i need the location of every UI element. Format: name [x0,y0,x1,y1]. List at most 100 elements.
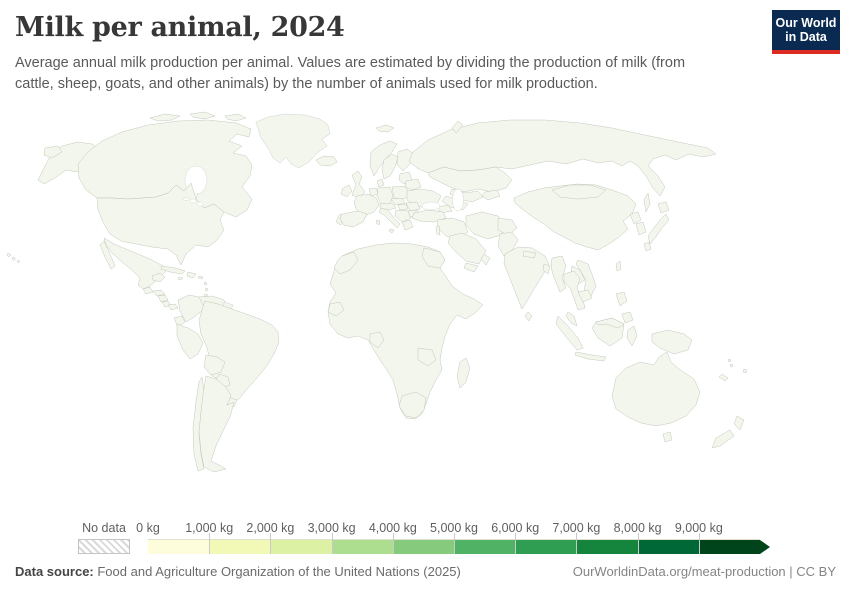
country-oman[interactable] [480,253,491,266]
country-hispaniola[interactable] [186,271,197,279]
country-ireland[interactable] [340,184,353,198]
country-india[interactable] [503,246,550,310]
country-belarus[interactable] [404,178,422,191]
country-sardinia[interactable] [375,219,381,226]
country-sri-lanka[interactable] [524,311,533,322]
legend-no-data[interactable]: No data [78,514,130,554]
country-hawaii[interactable] [6,252,21,264]
country-thailand[interactable] [563,270,586,311]
legend-bin[interactable] [209,539,271,554]
country-russia-chukotka[interactable] [43,145,63,159]
country-south-korea[interactable] [635,221,647,236]
legend-bin[interactable] [454,539,516,554]
country-mongolia[interactable] [551,184,607,200]
country-malaysia[interactable] [565,311,578,327]
country-china[interactable] [513,183,637,251]
country-sumatra[interactable] [555,315,584,351]
country-benelux[interactable] [368,187,379,197]
legend-bin[interactable] [270,539,332,554]
legend-bin[interactable] [148,539,210,554]
country-iceland[interactable] [315,155,338,167]
country-greece[interactable] [401,219,414,231]
country-sakhalin[interactable] [643,192,651,213]
legend-bin[interactable] [637,539,699,554]
country-philippines-luzon[interactable] [615,291,628,307]
country-romania[interactable] [405,201,421,212]
country-new-guinea[interactable] [651,329,693,355]
country-bangladesh[interactable] [542,263,551,275]
country-vanuatu[interactable] [727,358,734,368]
country-yemen[interactable] [463,262,479,273]
country-saudi-arabia[interactable] [447,232,487,265]
country-sicily[interactable] [388,228,395,234]
country-japan-honshu[interactable] [647,213,670,245]
country-cuba[interactable] [160,265,186,275]
country-balkans[interactable] [394,209,412,223]
country-new-zealand-north[interactable] [733,415,745,431]
country-madagascar[interactable] [456,357,471,389]
footer-link[interactable]: OurWorldinData.org/meat-production | CC … [572,564,836,579]
country-honduras[interactable] [152,289,166,297]
country-cambodia[interactable] [577,289,593,303]
legend-bin[interactable] [331,539,393,554]
country-taiwan[interactable] [615,260,622,272]
country-spain[interactable] [339,210,368,228]
country-puerto-rico[interactable] [197,275,204,280]
country-fiji[interactable] [742,368,748,374]
country-north-korea[interactable] [629,211,642,225]
country-australia[interactable] [611,351,701,427]
country-caucasus[interactable] [436,204,453,214]
country-greenland[interactable] [255,113,331,169]
country-svalbard[interactable] [375,124,395,133]
data-source-text[interactable]: Food and Agriculture Organization of the… [93,564,461,579]
legend-no-data-swatch[interactable] [78,539,130,554]
country-italy[interactable] [378,207,401,229]
country-sulawesi[interactable] [626,325,638,347]
country-panama[interactable] [167,303,179,311]
country-jamaica[interactable] [177,276,184,281]
country-philippines-mindanao[interactable] [621,311,634,324]
country-egypt[interactable] [421,247,446,269]
continent-africa[interactable] [327,242,484,420]
country-argentina[interactable] [198,375,235,473]
country-nepal[interactable] [522,250,537,259]
country-nicaragua[interactable] [157,294,169,303]
country-hungary[interactable] [397,203,409,211]
country-sweden[interactable] [381,153,399,180]
data-source-note[interactable]: Data source: Food and Agriculture Organi… [15,564,461,579]
country-new-zealand-south[interactable] [711,429,735,449]
country-new-caledonia[interactable] [718,373,729,382]
country-israel[interactable] [435,225,441,236]
country-afghanistan[interactable] [497,217,518,236]
country-japan-hokkaido[interactable] [657,201,670,214]
country-morocco[interactable] [333,251,359,275]
country-france[interactable] [353,193,380,217]
legend-bin[interactable] [392,539,454,554]
country-usa[interactable] [96,182,225,266]
country-novaya-zemlya[interactable] [451,120,464,134]
country-poland[interactable] [391,185,410,200]
country-canada-arctic[interactable] [149,111,247,122]
country-java[interactable] [574,351,607,362]
country-myanmar[interactable] [550,255,567,293]
country-norway[interactable] [369,140,398,177]
legend-bin[interactable] [576,539,638,554]
country-kazakhstan[interactable] [427,166,513,193]
country-switzerland-austria[interactable] [379,202,397,211]
country-ecuador[interactable] [173,315,186,328]
owid-logo[interactable]: Our World in Data [772,10,840,54]
country-mexico[interactable] [103,237,167,290]
country-gabon-cameroon[interactable] [369,331,385,349]
country-senegal-guinea[interactable] [327,301,345,317]
legend-bin[interactable] [698,539,760,554]
country-peru[interactable] [176,323,204,360]
country-tasmania[interactable] [662,431,673,443]
country-bolivia[interactable] [203,354,226,376]
country-germany[interactable] [376,186,394,206]
legend-bin[interactable] [515,539,577,554]
country-finland[interactable] [396,148,415,172]
country-lesser-antilles[interactable] [203,281,209,298]
country-guatemala[interactable] [142,286,154,295]
country-kyrgyzstan-tajikistan[interactable] [481,189,501,201]
country-united-kingdom[interactable] [351,170,366,199]
